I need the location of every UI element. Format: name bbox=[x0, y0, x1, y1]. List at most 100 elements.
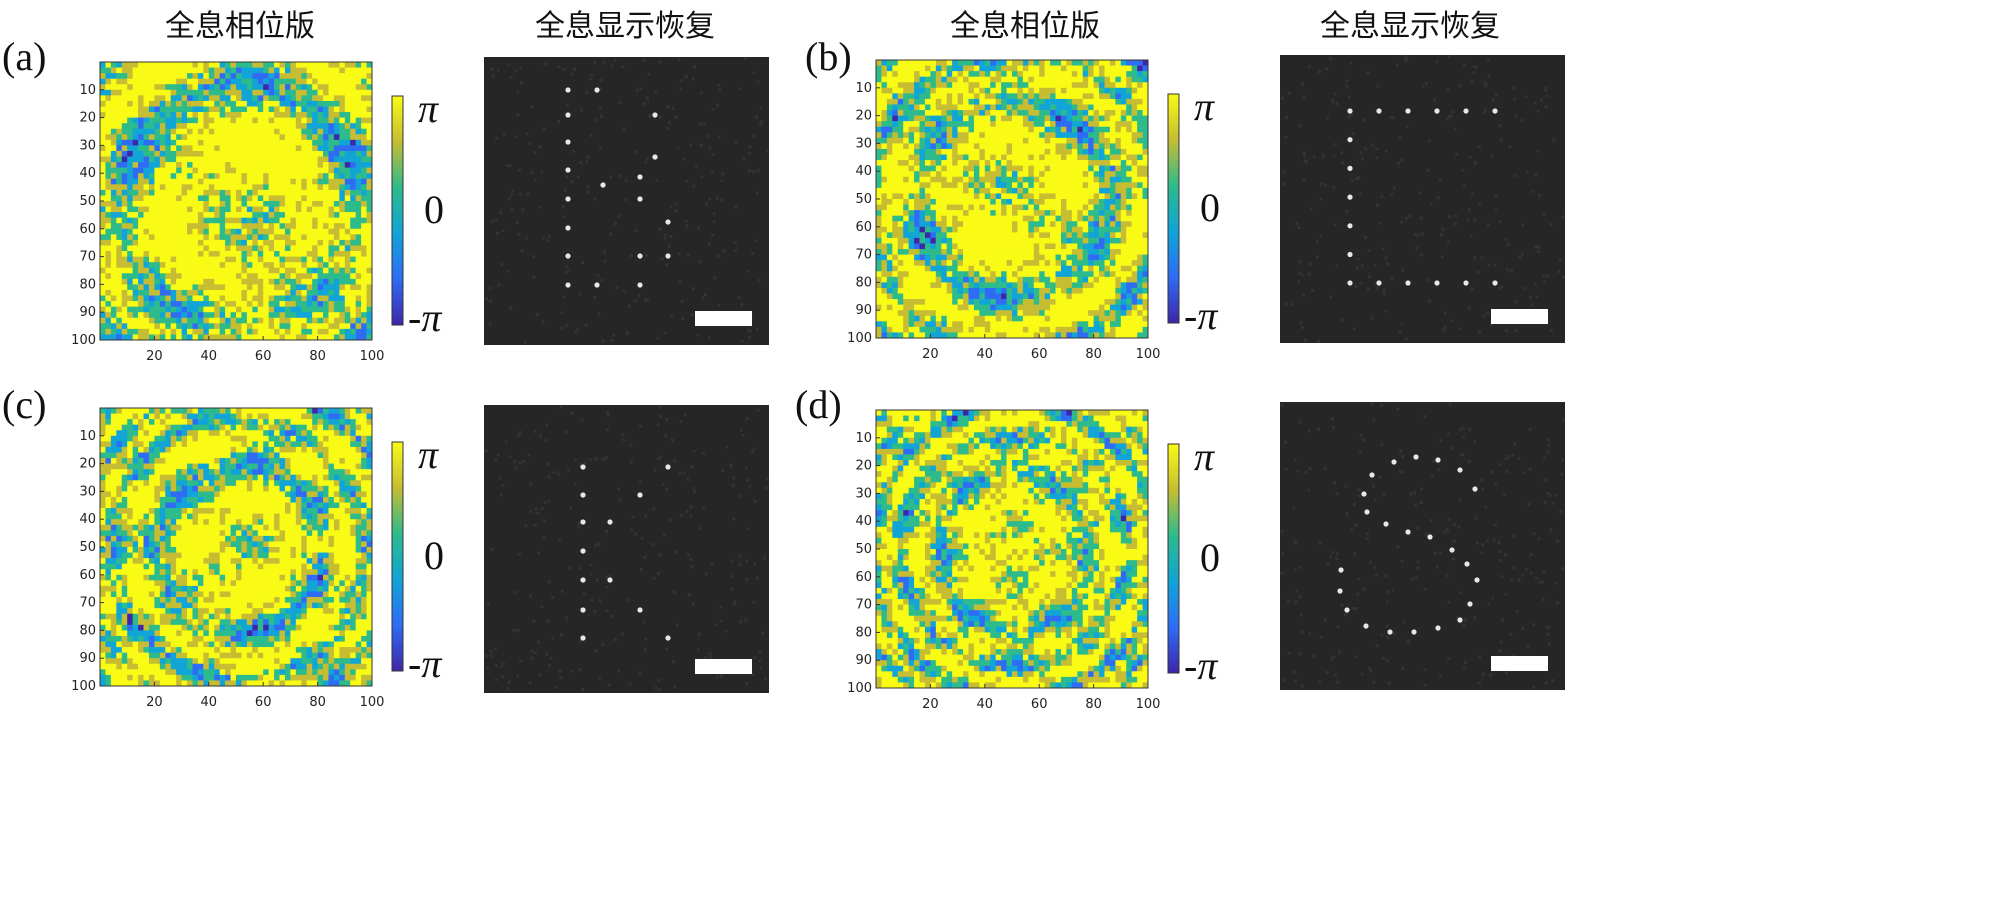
phase-cell bbox=[295, 256, 302, 263]
phase-cell bbox=[914, 243, 920, 250]
phase-cell bbox=[312, 328, 318, 335]
phase-cell bbox=[290, 312, 297, 319]
phase-cell bbox=[176, 78, 182, 85]
phase-cell bbox=[919, 60, 926, 66]
phase-cell bbox=[1099, 226, 1105, 233]
phase-cell bbox=[1060, 199, 1067, 205]
phase-cell bbox=[1088, 110, 1094, 116]
phase-cell bbox=[914, 104, 920, 111]
phase-cell bbox=[903, 60, 909, 66]
phase-cell bbox=[121, 139, 128, 146]
phase-cell bbox=[339, 273, 346, 280]
noise-speck bbox=[516, 90, 520, 94]
phase-cell bbox=[279, 323, 286, 330]
phase-cell bbox=[176, 189, 182, 196]
phase-cell bbox=[236, 245, 242, 252]
phase-cell bbox=[1017, 204, 1024, 211]
phase-cell bbox=[170, 162, 177, 168]
phase-cell bbox=[1044, 287, 1051, 294]
phase-cell bbox=[176, 278, 182, 285]
phase-cell bbox=[1039, 293, 1045, 300]
phase-cell bbox=[1060, 271, 1067, 278]
phase-cell bbox=[116, 184, 123, 191]
phase-cell bbox=[1142, 226, 1149, 233]
phase-cell bbox=[876, 265, 882, 272]
noise-speck bbox=[599, 106, 603, 110]
phase-cell bbox=[897, 199, 904, 205]
phase-cell bbox=[344, 156, 351, 163]
phase-cell bbox=[110, 100, 117, 107]
phase-cell bbox=[219, 217, 226, 224]
phase-cell bbox=[366, 167, 373, 174]
phase-cell bbox=[1109, 110, 1116, 116]
phase-cell bbox=[236, 67, 242, 74]
phase-cell bbox=[295, 278, 302, 285]
phase-cell bbox=[290, 73, 297, 79]
phase-cell bbox=[165, 128, 172, 135]
phase-cell bbox=[121, 162, 128, 168]
phase-cell bbox=[203, 284, 210, 291]
phase-cell bbox=[187, 301, 193, 307]
phase-cell bbox=[328, 289, 335, 296]
phase-cell bbox=[230, 145, 237, 152]
phase-cell bbox=[350, 256, 356, 263]
phase-cell bbox=[187, 262, 193, 269]
phase-cell bbox=[1093, 71, 1100, 77]
phase-cell bbox=[306, 312, 313, 319]
phase-cell bbox=[908, 260, 915, 267]
phase-cell bbox=[1055, 249, 1062, 255]
noise-speck bbox=[708, 146, 712, 150]
phase-cell bbox=[886, 93, 893, 100]
phase-cell bbox=[328, 312, 335, 319]
phase-cell bbox=[1022, 93, 1029, 100]
phase-cell bbox=[339, 100, 346, 107]
phase-cell bbox=[219, 284, 226, 291]
noise-speck bbox=[704, 293, 708, 296]
phase-cell bbox=[886, 243, 893, 250]
phase-cell bbox=[361, 162, 367, 168]
phase-cell bbox=[350, 228, 356, 235]
phase-cell bbox=[225, 178, 231, 185]
noise-speck bbox=[517, 232, 521, 236]
phase-cell bbox=[148, 62, 155, 68]
phase-cell bbox=[203, 150, 210, 157]
phase-cell bbox=[236, 217, 242, 224]
phase-cell bbox=[1077, 176, 1084, 183]
phase-cell bbox=[230, 123, 237, 130]
phase-cell bbox=[154, 178, 161, 185]
phase-cell bbox=[312, 301, 318, 307]
phase-cell bbox=[148, 228, 155, 235]
phase-cell bbox=[919, 276, 926, 283]
phase-cell bbox=[312, 145, 318, 152]
phase-cell bbox=[892, 71, 899, 77]
phase-cell bbox=[1115, 93, 1122, 100]
phase-cell bbox=[979, 299, 986, 305]
phase-cell bbox=[148, 150, 155, 157]
phase-cell bbox=[301, 301, 308, 307]
phase-cell bbox=[344, 162, 351, 168]
phase-cell bbox=[290, 267, 297, 274]
phase-cell bbox=[361, 312, 367, 319]
phase-cell bbox=[935, 226, 942, 233]
noise-speck bbox=[671, 107, 675, 110]
phase-cell bbox=[1088, 160, 1094, 166]
phase-cell bbox=[984, 121, 991, 128]
phase-cell bbox=[1071, 148, 1078, 155]
phase-cell bbox=[990, 282, 996, 289]
phase-cell bbox=[241, 139, 248, 146]
x-tick-label: 60 bbox=[255, 349, 272, 364]
phase-cell bbox=[230, 239, 237, 246]
phase-cell bbox=[263, 262, 269, 269]
phase-cell bbox=[339, 150, 346, 157]
phase-cell bbox=[984, 282, 991, 289]
phase-cell bbox=[1120, 82, 1127, 89]
phase-cell bbox=[963, 65, 969, 72]
phase-cell bbox=[246, 67, 253, 74]
noise-speck bbox=[682, 157, 686, 161]
phase-cell bbox=[295, 150, 302, 157]
phase-cell bbox=[1104, 282, 1111, 289]
phase-cell bbox=[886, 115, 893, 122]
phase-cell bbox=[230, 95, 237, 102]
phase-cell bbox=[328, 212, 335, 218]
phase-cell bbox=[165, 89, 172, 96]
